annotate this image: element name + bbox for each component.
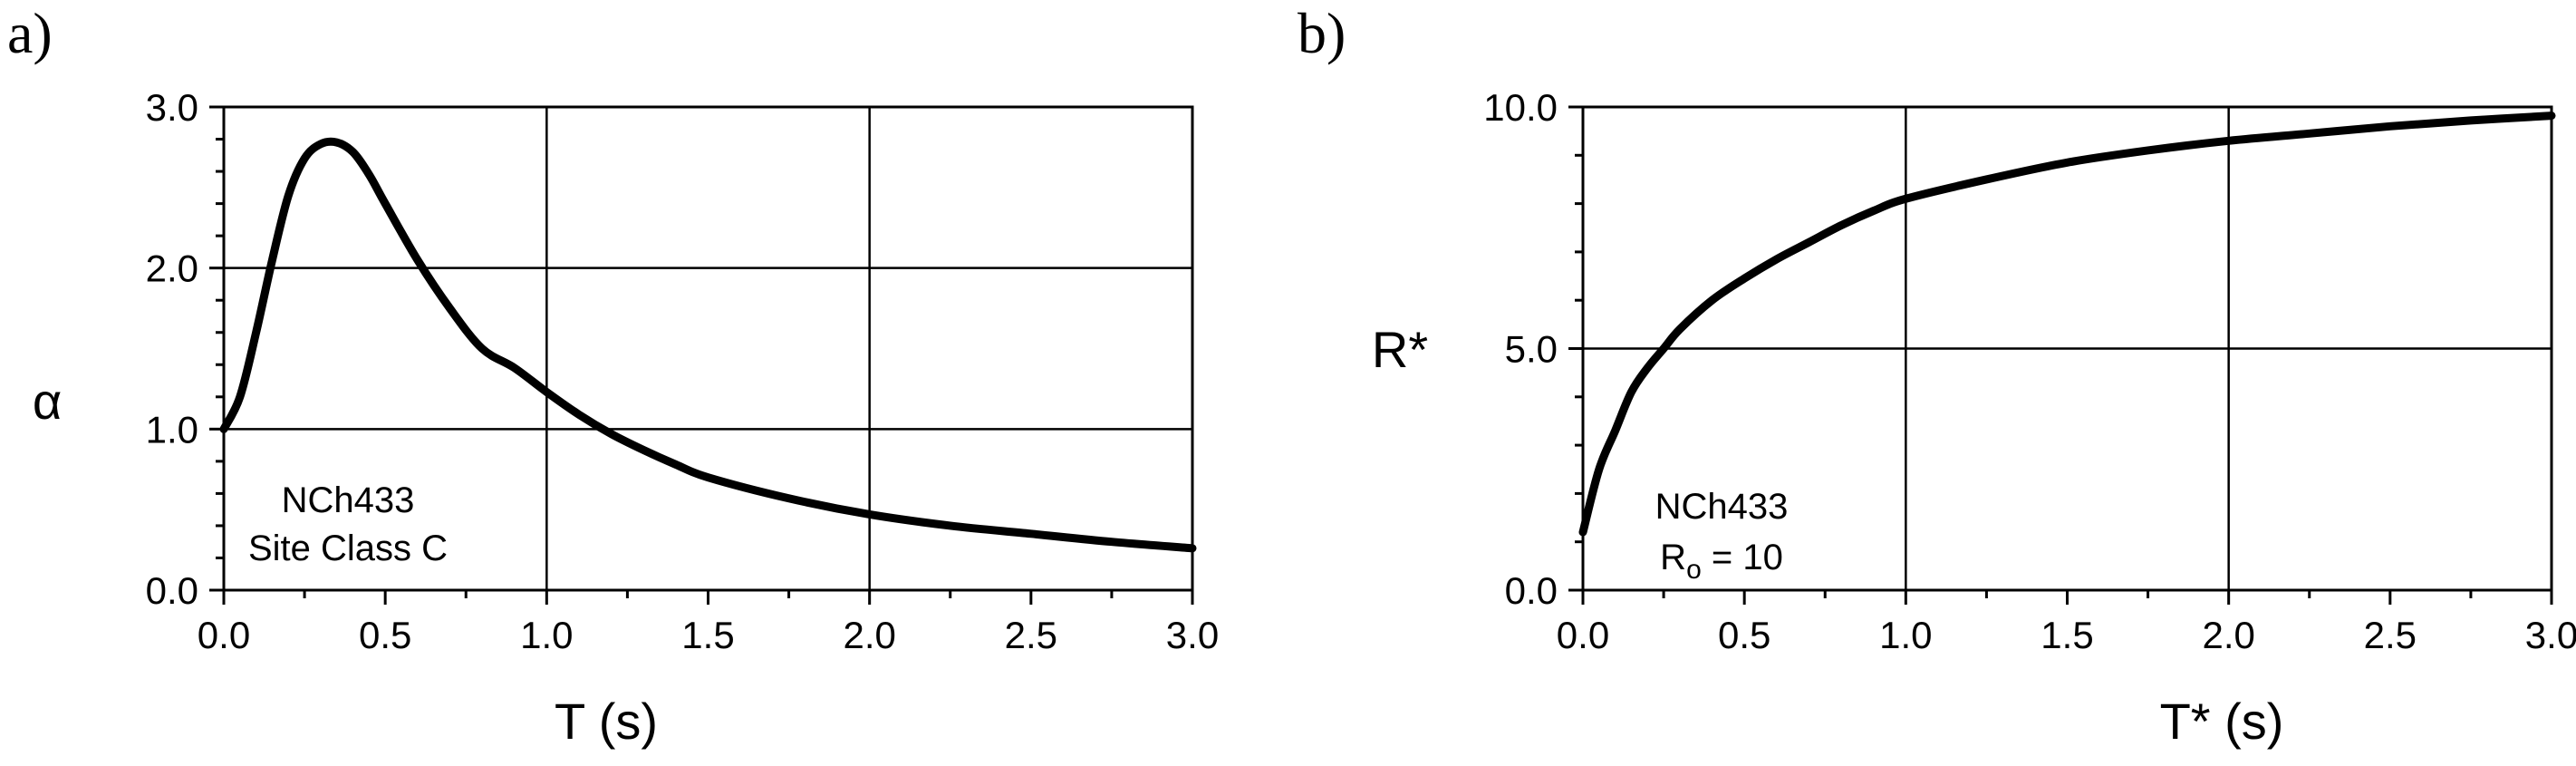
panel-b-y-tick-label-0: 0.0 bbox=[1505, 569, 1558, 612]
panel-b-y-axis-title: R* bbox=[1372, 321, 1428, 378]
panel-b-x-tick-label-3: 1.5 bbox=[2041, 614, 2093, 656]
panel-b-annotation-line-1: NCh433 bbox=[1655, 487, 1789, 527]
panel-a: a) α T (s) NCh433 Site Class C 0.0 0.5 1.0… bbox=[7, 1, 1219, 750]
panel-a-x-tick-label-1: 0.5 bbox=[359, 614, 411, 656]
panel-b-annotation-value: = 10 bbox=[1702, 538, 1783, 577]
panel-b-annotation-line-2: Ro = 10 bbox=[1660, 538, 1783, 585]
panel-b-y-tick-label-1: 5.0 bbox=[1505, 328, 1558, 371]
panel-a-label: a) bbox=[7, 1, 53, 65]
panel-a-y-tick-label-0: 0.0 bbox=[146, 569, 198, 612]
panel-a-x-tick-label-5: 2.5 bbox=[1005, 614, 1057, 656]
panel-a-y-axis-title: α bbox=[33, 373, 62, 430]
panel-a-x-tick-label-0: 0.0 bbox=[198, 614, 250, 656]
panel-b-x-tick-label-0: 0.0 bbox=[1557, 614, 1609, 656]
panel-b: b) R* T* (s) NCh433 Ro = 10 0.0 0.5 1.0 1.5… bbox=[1298, 1, 2576, 750]
panel-a-annotation-line-1: NCh433 bbox=[282, 480, 415, 520]
panel-a-x-tick-label-3: 1.5 bbox=[681, 614, 734, 656]
panel-a-annotation-line-2: Site Class C bbox=[248, 528, 448, 568]
panel-b-x-tick-label-5: 2.5 bbox=[2364, 614, 2417, 656]
panel-a-y-tick-label-3: 3.0 bbox=[146, 86, 198, 129]
panel-b-x-tick-label-1: 0.5 bbox=[1718, 614, 1770, 656]
panel-b-x-tick-label-6: 3.0 bbox=[2525, 614, 2576, 656]
panel-a-x-tick-label-2: 1.0 bbox=[520, 614, 573, 656]
panel-b-series-line-0 bbox=[1578, 112, 2556, 537]
panel-b-x-tick-label-4: 2.0 bbox=[2202, 614, 2254, 656]
panel-b-annotation-subscript: o bbox=[1686, 555, 1702, 585]
panel-b-y-tick-label-2: 10.0 bbox=[1483, 86, 1558, 129]
panel-a-x-tick-label-6: 3.0 bbox=[1166, 614, 1219, 656]
panel-a-y-tick-label-2: 2.0 bbox=[146, 247, 198, 290]
panel-b-x-tick-label-2: 1.0 bbox=[1879, 614, 1932, 656]
panel-a-y-tick-label-1: 1.0 bbox=[146, 408, 198, 451]
panel-a-x-axis-title: T (s) bbox=[555, 693, 658, 750]
panel-b-x-axis-title: T* (s) bbox=[2160, 693, 2284, 750]
panel-b-annotation-r: R bbox=[1660, 538, 1686, 577]
panel-a-series-line-0 bbox=[219, 137, 1197, 553]
panel-b-label: b) bbox=[1298, 1, 1346, 65]
panel-a-x-tick-label-4: 2.0 bbox=[843, 614, 895, 656]
